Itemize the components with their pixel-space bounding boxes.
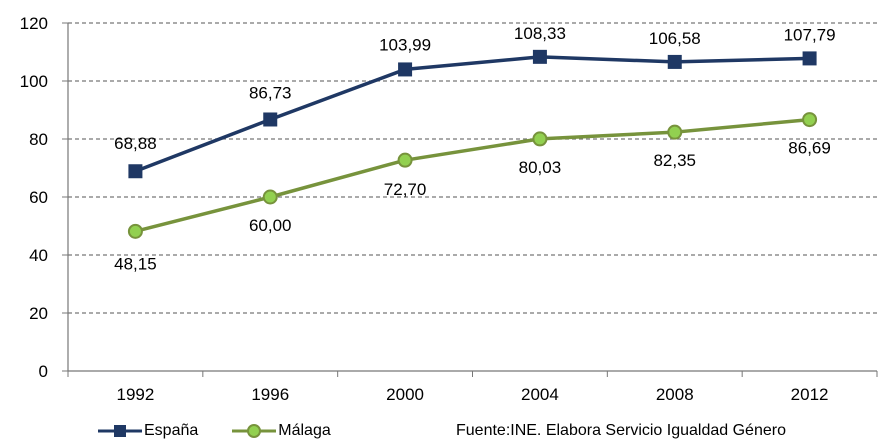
data-labels: 68,88 86,73 103,99 108,33 106,58 107,79 48,15 6… (114, 24, 835, 274)
data-label: 72,70 (384, 180, 427, 199)
x-tick-label: 1996 (251, 385, 289, 404)
x-tick-label: 1992 (117, 385, 155, 404)
data-point-espana (128, 164, 143, 179)
data-point-malaga (667, 124, 683, 140)
data-point-malaga (397, 152, 413, 168)
y-tick-label: 80 (29, 130, 48, 149)
legend-item-espana: España (98, 422, 198, 440)
x-tick-label: 2008 (656, 385, 694, 404)
data-label: 108,33 (514, 24, 566, 43)
data-label: 86,69 (788, 139, 831, 158)
data-point-espana (532, 49, 547, 64)
x-tick-label: 2000 (386, 385, 424, 404)
x-tick-label: 2012 (791, 385, 829, 404)
data-point-espana (263, 112, 278, 127)
data-label: 106,58 (649, 29, 701, 48)
legend: España Málaga (98, 422, 365, 440)
data-label: 48,15 (114, 254, 157, 273)
legend-item-malaga: Málaga (232, 422, 331, 440)
data-point-malaga (802, 112, 818, 128)
legend-label-malaga: Málaga (278, 422, 331, 439)
series-line-espana (134, 55, 810, 173)
series-lines (127, 49, 818, 239)
axes: 0 20 40 60 80 100 120 1992 1996 2000 2004 2008 2012 (20, 14, 878, 404)
data-point-malaga (532, 131, 548, 147)
source-note: Fuente:INE. Elabora Servicio Igualdad Gé… (456, 422, 786, 439)
data-point-espana (802, 51, 817, 66)
y-tick-label: 40 (29, 246, 48, 265)
data-point-malaga (127, 223, 143, 239)
data-label: 80,03 (519, 158, 562, 177)
data-label: 60,00 (249, 216, 292, 235)
legend-swatch-malaga (232, 424, 277, 438)
data-label: 103,99 (379, 35, 431, 54)
y-tick-label: 0 (39, 362, 48, 381)
y-tick-label: 120 (20, 14, 48, 33)
y-tick-label: 100 (20, 72, 48, 91)
data-point-malaga (262, 189, 278, 205)
y-tick-label: 60 (29, 188, 48, 207)
gridlines (68, 22, 877, 314)
data-label: 82,35 (653, 151, 696, 170)
x-tick-label: 2004 (521, 385, 559, 404)
y-tick-label: 20 (29, 304, 48, 323)
legend-label-espana: España (144, 422, 199, 439)
data-point-espana (667, 54, 682, 69)
data-point-espana (398, 62, 413, 77)
data-label: 68,88 (114, 134, 157, 153)
data-label: 86,73 (249, 83, 292, 102)
series-line-malaga (134, 117, 810, 234)
data-label: 107,79 (784, 25, 836, 44)
legend-swatch-espana (98, 425, 142, 437)
